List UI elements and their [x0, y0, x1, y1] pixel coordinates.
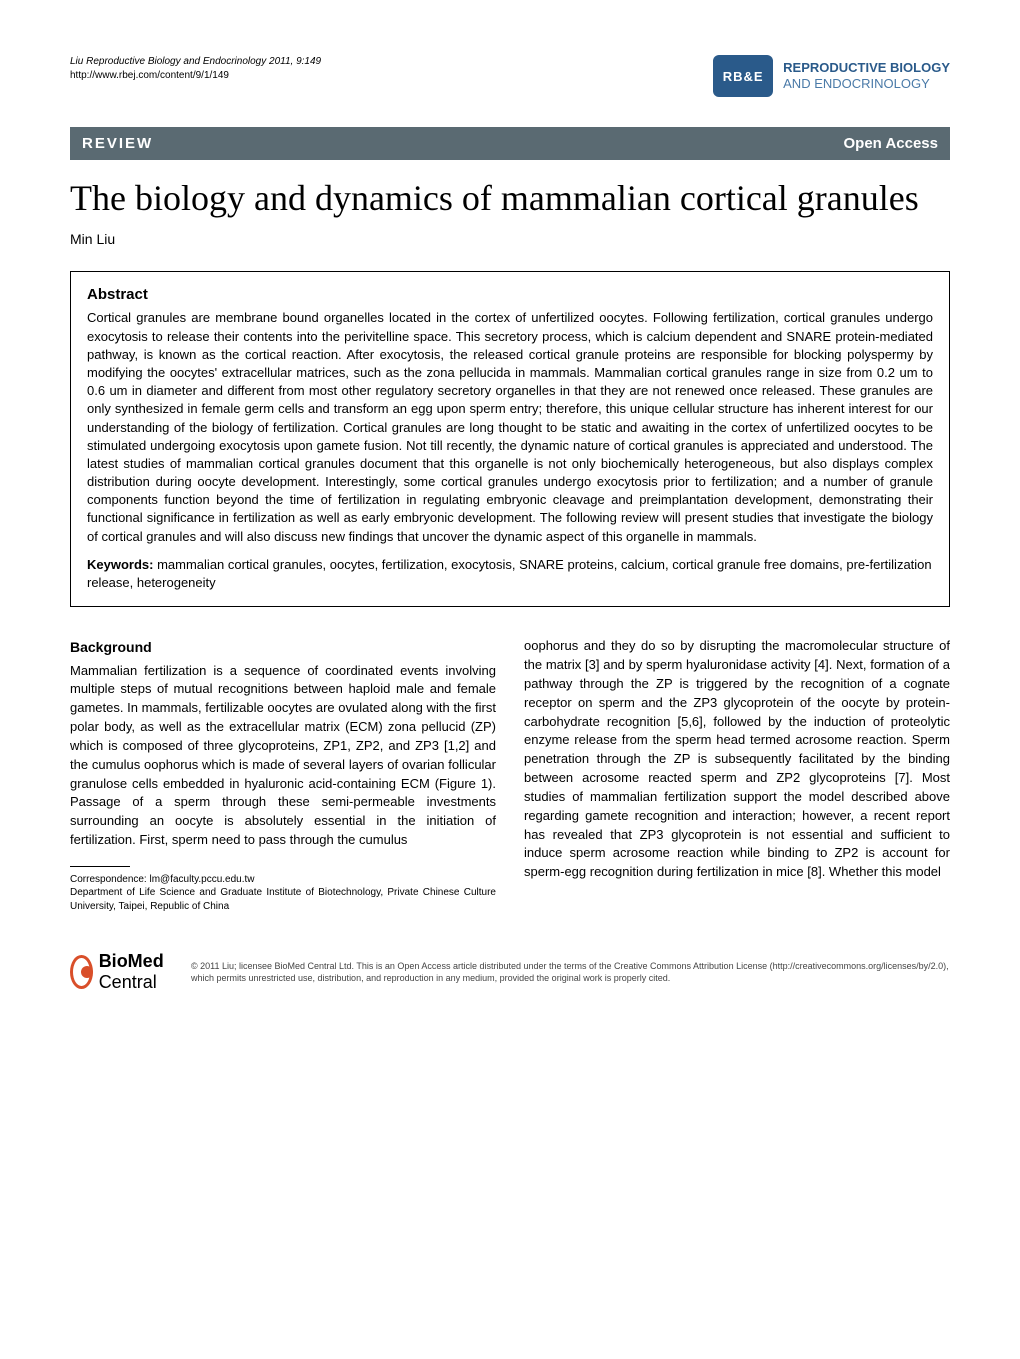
biomed-central-logo: BioMed Central [70, 951, 175, 993]
keywords-line: Keywords: mammalian cortical granules, o… [87, 556, 933, 592]
column-right-text: oophorus and they do so by disrupting th… [524, 637, 950, 882]
citation-url: http://www.rbej.com/content/9/1/149 [70, 69, 321, 83]
article-type-label: REVIEW [82, 135, 153, 152]
abstract-box: Abstract Cortical granules are membrane … [70, 271, 950, 607]
correspondence-divider [70, 866, 130, 867]
logo-line1: REPRODUCTIVE BIOLOGY [783, 60, 950, 76]
column-left-text: Mammalian fertilization is a sequence of… [70, 662, 496, 850]
footer: BioMed Central © 2011 Liu; licensee BioM… [70, 943, 950, 993]
body-columns: Background Mammalian fertilization is a … [70, 637, 950, 913]
column-right: oophorus and they do so by disrupting th… [524, 637, 950, 913]
column-left: Background Mammalian fertilization is a … [70, 637, 496, 913]
author-name: Min Liu [70, 231, 950, 247]
journal-logo: RB&E REPRODUCTIVE BIOLOGY AND ENDOCRINOL… [713, 55, 950, 97]
bmc-bold: BioMed [99, 951, 164, 971]
article-type-bar: REVIEW Open Access [70, 127, 950, 160]
correspondence-email: lm@faculty.pccu.edu.tw [150, 874, 255, 885]
correspondence-block: Correspondence: lm@faculty.pccu.edu.tw D… [70, 873, 496, 914]
bmc-ring-icon [70, 955, 93, 989]
logo-badge: RB&E [713, 55, 773, 97]
keywords-text: mammalian cortical granules, oocytes, fe… [87, 557, 932, 590]
article-title: The biology and dynamics of mammalian co… [70, 178, 950, 219]
citation-text: Liu Reproductive Biology and Endocrinolo… [70, 55, 321, 69]
keywords-label: Keywords: [87, 557, 153, 572]
bmc-wordmark: BioMed Central [99, 951, 175, 993]
copyright-text: © 2011 Liu; licensee BioMed Central Ltd.… [191, 960, 950, 984]
page: Liu Reproductive Biology and Endocrinolo… [0, 0, 1020, 1033]
bmc-light: Central [99, 972, 157, 992]
logo-line2: AND ENDOCRINOLOGY [783, 76, 950, 92]
abstract-body: Cortical granules are membrane bound org… [87, 309, 933, 545]
open-access-label: Open Access [844, 135, 939, 152]
running-header: Liu Reproductive Biology and Endocrinolo… [70, 55, 950, 97]
affiliation-text: Department of Life Science and Graduate … [70, 887, 496, 912]
section-heading: Background [70, 637, 496, 657]
logo-text: REPRODUCTIVE BIOLOGY AND ENDOCRINOLOGY [783, 60, 950, 91]
abstract-heading: Abstract [87, 286, 933, 303]
citation-block: Liu Reproductive Biology and Endocrinolo… [70, 55, 321, 83]
correspondence-label: Correspondence: [70, 874, 150, 885]
